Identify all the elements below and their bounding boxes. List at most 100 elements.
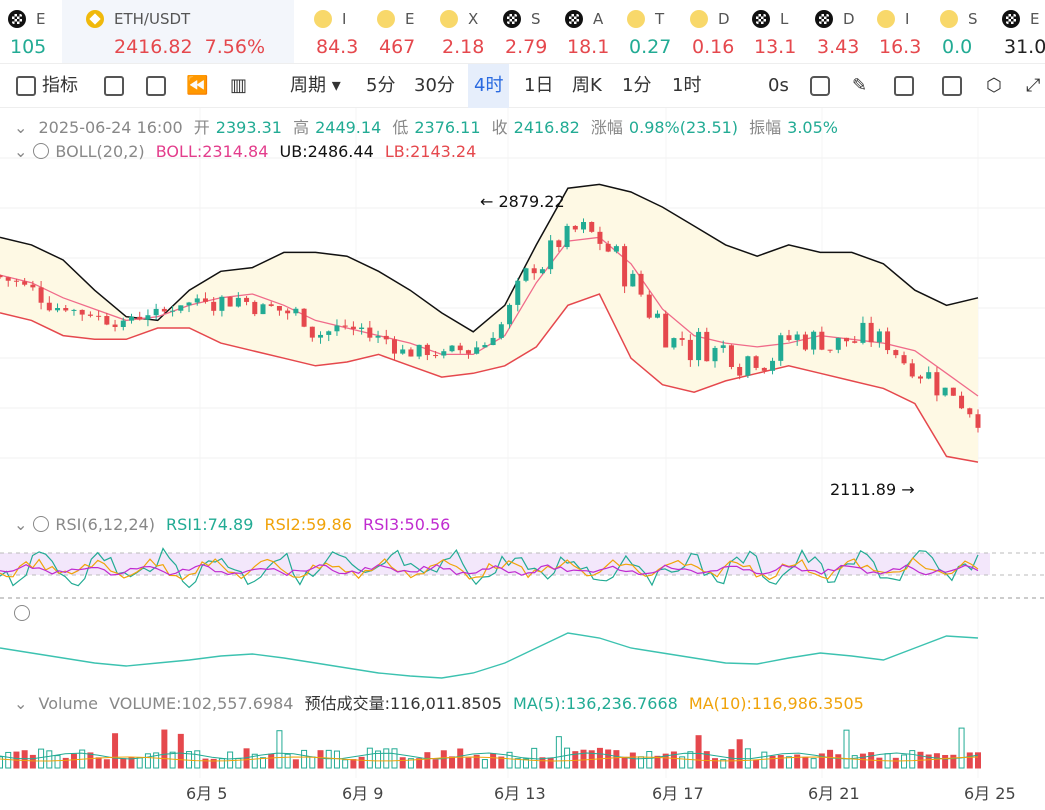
interval-6[interactable]: 1时 bbox=[672, 75, 702, 96]
candle-body bbox=[507, 304, 513, 325]
candle-body bbox=[441, 351, 447, 356]
candle-body bbox=[391, 339, 397, 354]
candle-body bbox=[424, 344, 430, 356]
pane-expand-icon[interactable] bbox=[14, 604, 36, 623]
ticker-2[interactable]: I 84.3 bbox=[306, 0, 358, 63]
layout-icon[interactable] bbox=[146, 76, 166, 96]
period-dropdown[interactable]: 周期 ▾ bbox=[290, 75, 341, 96]
candle-body bbox=[909, 363, 915, 377]
candle-body bbox=[811, 331, 817, 350]
volume-bar bbox=[87, 752, 94, 769]
ticker-8[interactable]: D 0.16 bbox=[682, 0, 734, 63]
volume-bar bbox=[366, 747, 373, 769]
indicator-icon[interactable] bbox=[16, 76, 36, 96]
candle-body bbox=[219, 296, 225, 311]
volume-bar bbox=[646, 751, 653, 769]
volume-bar bbox=[629, 752, 636, 769]
volume-bar bbox=[514, 758, 521, 769]
volume-bar bbox=[128, 757, 135, 769]
checker-coin-icon bbox=[503, 10, 521, 28]
volume-bar bbox=[21, 750, 28, 769]
ticker-11[interactable]: I 16.3 bbox=[869, 0, 921, 63]
interval-1[interactable]: 30分 bbox=[414, 75, 455, 96]
volume-bar bbox=[432, 759, 439, 769]
candle-body bbox=[515, 280, 521, 305]
volume-bar bbox=[712, 758, 719, 769]
drawing-icon[interactable] bbox=[104, 76, 124, 96]
ticker-5[interactable]: S 2.79 bbox=[495, 0, 547, 63]
checker-coin-icon bbox=[8, 10, 26, 28]
ticker-4[interactable]: X 2.18 bbox=[432, 0, 484, 63]
volume-bar bbox=[465, 757, 472, 769]
volume-bar bbox=[473, 754, 480, 769]
candle-body bbox=[276, 305, 282, 311]
ticker-0[interactable]: E 105 bbox=[0, 0, 58, 63]
candle-body bbox=[950, 387, 956, 396]
binance-icon bbox=[86, 10, 104, 28]
candle-body bbox=[663, 313, 669, 348]
interval-2[interactable]: 4时 bbox=[468, 64, 510, 108]
ticker-12[interactable]: S 0.0 bbox=[932, 0, 984, 63]
interval-3[interactable]: 1日 bbox=[524, 75, 554, 96]
interval-5[interactable]: 1分 bbox=[622, 75, 652, 96]
ticker-10[interactable]: D 3.43 bbox=[807, 0, 859, 63]
checker-coin-icon bbox=[565, 10, 583, 28]
volume-bar bbox=[144, 753, 151, 769]
x-tick-label: 6月 13 bbox=[494, 784, 546, 803]
volume-bar bbox=[112, 733, 119, 769]
volume-bar bbox=[481, 759, 488, 769]
binance-light-icon bbox=[690, 10, 708, 28]
candle-body bbox=[465, 350, 471, 354]
ticker-3[interactable]: E 467 bbox=[369, 0, 421, 63]
ticker-9[interactable]: L 13.1 bbox=[744, 0, 796, 63]
chart-type-icon[interactable]: ▥ bbox=[230, 75, 248, 96]
ohlc-legend: ⌄ 2025-06-24 16:00 开 2393.31 高 2449.14 低 23… bbox=[14, 118, 838, 137]
candle-body bbox=[975, 414, 981, 428]
volume-bar bbox=[794, 754, 801, 769]
binance-light-icon bbox=[877, 10, 895, 28]
fullscreen-icon[interactable] bbox=[942, 76, 962, 96]
ticker-1[interactable]: ETH/USDT 2416.82 7.56% bbox=[62, 0, 294, 63]
ticker-name: X bbox=[468, 10, 479, 28]
x-tick-label: 6月 21 bbox=[808, 784, 860, 803]
x-tick-label: 6月 5 bbox=[186, 784, 228, 803]
interval-0[interactable]: 5分 bbox=[366, 75, 396, 96]
candle-body bbox=[720, 345, 726, 348]
rewind-icon[interactable]: ⏪ bbox=[186, 75, 209, 96]
volume-bar bbox=[177, 733, 184, 769]
indicator-button[interactable]: 指标 bbox=[42, 75, 78, 96]
ticker-6[interactable]: A 18.1 bbox=[557, 0, 609, 63]
candle-body bbox=[46, 302, 52, 311]
candle-body bbox=[885, 331, 891, 351]
ticker-7[interactable]: T 0.27 bbox=[619, 0, 671, 63]
volume-bar bbox=[70, 753, 77, 769]
pencil-icon[interactable]: ✎ bbox=[852, 75, 868, 96]
candle-body bbox=[474, 347, 480, 354]
volume-bar bbox=[769, 755, 776, 769]
volume-bar bbox=[218, 758, 225, 769]
ticker-13[interactable]: E 31.0 bbox=[994, 0, 1045, 63]
expand-icon[interactable]: ⤢ bbox=[1026, 75, 1041, 96]
add-indicator-icon[interactable] bbox=[894, 76, 914, 96]
volume-bar bbox=[5, 751, 12, 769]
volume-bar bbox=[736, 739, 743, 769]
volume-bar bbox=[120, 758, 127, 769]
volume-bar bbox=[103, 759, 110, 769]
candle-body bbox=[696, 331, 702, 361]
volume-bar bbox=[802, 756, 809, 769]
volume-bar bbox=[391, 748, 398, 769]
candle-body bbox=[202, 298, 208, 302]
price-chart[interactable] bbox=[0, 108, 1045, 810]
candle-body bbox=[309, 326, 315, 338]
candle-body bbox=[71, 309, 77, 311]
boll-legend: ⌄ BOLL(20,2) BOLL:2314.84 UB:2486.44 LB:2… bbox=[14, 142, 477, 161]
volume-bar bbox=[555, 736, 562, 769]
interval-4[interactable]: 周K bbox=[572, 75, 602, 96]
candle-body bbox=[770, 360, 776, 371]
candle-body bbox=[145, 315, 151, 320]
binance-light-icon bbox=[627, 10, 645, 28]
candle-body bbox=[244, 297, 250, 302]
volume-bar bbox=[580, 749, 587, 769]
settings-icon[interactable]: ⬡ bbox=[986, 75, 1002, 96]
camera-icon[interactable] bbox=[810, 76, 830, 96]
